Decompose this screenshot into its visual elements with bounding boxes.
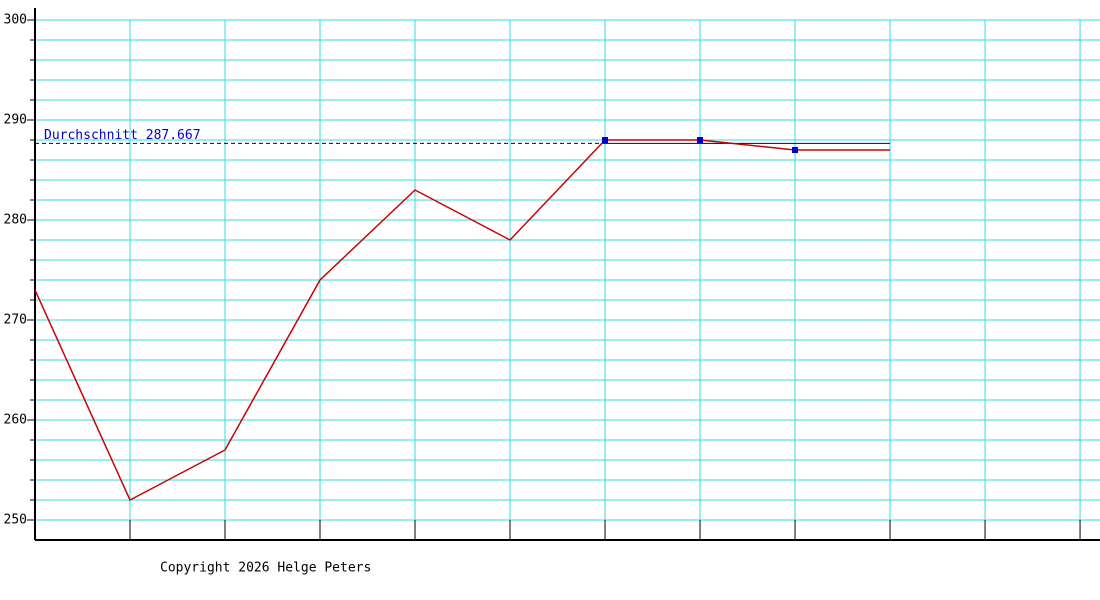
y-tick-label: 260 [4, 413, 27, 428]
y-tick-label: 300 [4, 13, 27, 28]
y-tick-label: 290 [4, 113, 27, 128]
data-point [697, 137, 704, 143]
y-tick-label: 270 [4, 313, 27, 328]
footer: Copyright 2026 Helge Peters [160, 561, 371, 576]
data-point [792, 147, 799, 153]
data-line [34, 139, 891, 502]
data-point [602, 137, 609, 143]
average-label: Durchschnitt 287.667 [44, 128, 201, 143]
y-tick-label: 250 [4, 513, 27, 528]
y-tick-label: 280 [4, 213, 27, 228]
